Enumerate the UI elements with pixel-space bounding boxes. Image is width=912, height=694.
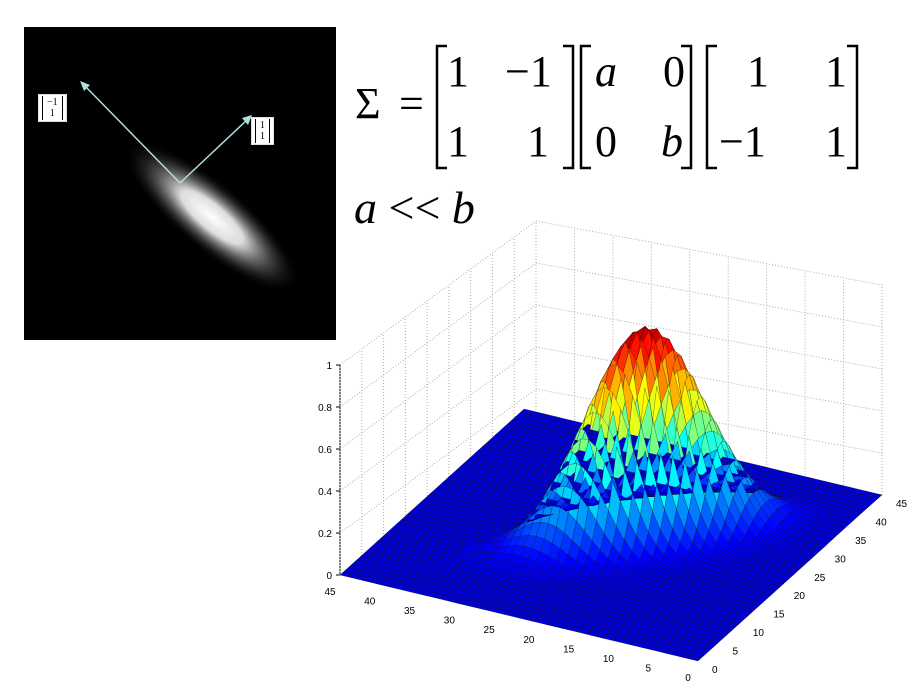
m3-a21: −1 — [719, 117, 766, 166]
surface-mesh — [339, 325, 883, 662]
y-tick-label: 45 — [896, 499, 908, 510]
x-tick-label: 15 — [563, 644, 575, 655]
m2-a22: b — [661, 117, 683, 166]
matrix1-left-bracket — [435, 44, 447, 170]
heatmap-svg — [80, 81, 301, 294]
y-tick-label: 30 — [835, 554, 847, 565]
eigen-arrowhead-left — [80, 81, 90, 91]
y-tick-label: 25 — [814, 573, 826, 584]
relation-left: a — [354, 182, 377, 233]
m1-a22: 1 — [527, 117, 549, 166]
eigenvector-label-left: −1 1 — [38, 94, 67, 122]
surface-plot-svg: 0 0.2 0.4 0.6 0.8 1 45 40 35 30 25 20 15 10 5 0 0 5 10 15 20… — [318, 220, 908, 684]
eigenvalue-relation: a << b — [354, 183, 475, 233]
z-tick-label: 0.8 — [318, 403, 332, 414]
z-tick-label: 0.2 — [318, 529, 332, 540]
y-tick-label: 40 — [876, 517, 888, 528]
relation-right: b — [451, 182, 475, 233]
x-tick-label: 20 — [523, 635, 535, 646]
m3-a11: 1 — [747, 47, 769, 96]
vec-right-top: 1 — [260, 120, 265, 131]
relation-op: << — [388, 182, 441, 233]
vec-right-bottom: 1 — [260, 131, 265, 142]
y-tick-label: 15 — [773, 610, 785, 621]
z-tick-label: 0.4 — [318, 487, 332, 498]
m1-a12: −1 — [505, 47, 552, 96]
x-tick-label: 45 — [324, 587, 336, 598]
y-tick-label: 35 — [855, 536, 867, 547]
wall-grid-right — [535, 346, 883, 412]
wall-grid-right — [535, 304, 883, 370]
y-tick-label: 10 — [753, 628, 765, 639]
wall-grid-right — [535, 262, 883, 328]
gaussian-surface-plot: 0 0.2 0.4 0.6 0.8 1 45 40 35 30 25 20 15 10 5 0 0 5 10 15 20… — [298, 205, 912, 694]
wall-grid-left — [339, 220, 537, 366]
formula-svg: Σ = 1 −1 1 1 a 0 0 b 1 1 −1 1 — [355, 44, 859, 170]
covariance-formula: Σ = 1 −1 1 1 a 0 0 b 1 1 −1 1 — [355, 40, 875, 170]
x-tick-label: 40 — [364, 597, 376, 608]
y-tick-label: 20 — [794, 591, 806, 602]
eigen-arrow-right — [179, 118, 249, 184]
gaussian-blob — [123, 140, 301, 294]
axes-box — [339, 220, 883, 576]
x-tick-label: 10 — [603, 654, 615, 665]
x-tick-label: 30 — [444, 616, 456, 627]
m3-a12: 1 — [825, 47, 847, 96]
eigenvector-label-right: 1 1 — [251, 117, 274, 145]
x-tick-label: 5 — [645, 663, 651, 674]
x-tick-label: 35 — [404, 606, 416, 617]
gaussian-heatmap-image — [24, 27, 336, 340]
x-tick-label: 25 — [484, 625, 496, 636]
wall-grid-right — [535, 220, 883, 286]
m1-a21: 1 — [447, 117, 469, 166]
vec-left-bottom: 1 — [49, 108, 55, 119]
matrix2-right-bracket — [681, 44, 693, 170]
x-tick-label: 0 — [685, 673, 691, 684]
tick-labels: 0 0.2 0.4 0.6 0.8 1 45 40 35 30 25 20 15 10 5 0 0 5 10 15 20… — [318, 361, 907, 684]
sigma-symbol: Σ — [355, 79, 381, 128]
m2-a11: a — [595, 47, 617, 96]
wall-grid-left — [339, 262, 537, 408]
y-tick-label: 0 — [712, 665, 718, 676]
y-tick-label: 5 — [732, 647, 738, 658]
z-tick-label: 1 — [326, 361, 332, 372]
matrix3-right-bracket — [847, 44, 859, 170]
equals-sign: = — [399, 79, 424, 128]
eigen-arrowhead-right — [242, 115, 252, 125]
m1-a11: 1 — [447, 47, 469, 96]
m3-a22: 1 — [825, 117, 847, 166]
matrix3-left-bracket — [705, 44, 717, 170]
m2-a21: 0 — [595, 117, 617, 166]
matrix1-right-bracket — [563, 44, 575, 170]
eigen-arrow-left — [83, 84, 181, 184]
vec-left-top: −1 — [47, 97, 58, 108]
m2-a12: 0 — [663, 47, 685, 96]
matrix2-left-bracket — [579, 44, 591, 170]
z-tick-label: 0.6 — [318, 445, 332, 456]
z-tick-label: 0 — [326, 571, 332, 582]
surface-patch — [689, 655, 703, 662]
